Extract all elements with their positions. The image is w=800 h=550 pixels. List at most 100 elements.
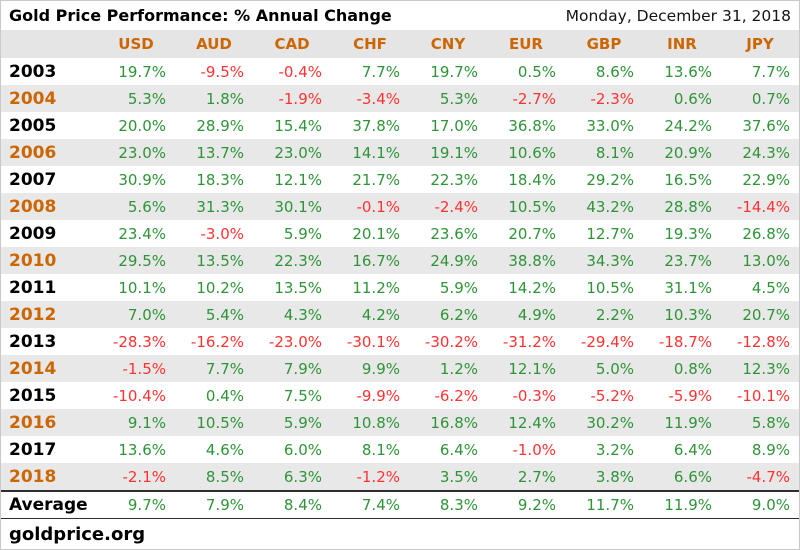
table-row-2015: 2015 -10.4% 0.4% 7.5% -9.9% -6.2% -0.3% -5.2% -5… (1, 382, 799, 409)
value-cell-jpy: -4.7% (746, 467, 790, 486)
value-cell-jpy: -12.8% (736, 332, 790, 351)
value-cell-cny: 3.5% (439, 467, 478, 486)
column-header-eur: EUR (487, 30, 565, 58)
table-row-2018: 2018 -2.1% 8.5% 6.3% -1.2% 3.5% 2.7% 3.8% 6.6% -4… (1, 463, 799, 491)
value-cell-eur: 2.7% (517, 467, 556, 486)
value-cell-gbp: -5.2% (590, 386, 634, 405)
value-cell-cny: 16.8% (430, 413, 478, 432)
value-cell-inr: -18.7% (658, 332, 712, 351)
value-cell-cad: 12.1% (274, 170, 322, 189)
value-cell-inr: 31.1% (664, 278, 712, 297)
value-cell-usd: -1.5% (122, 359, 166, 378)
value-cell-gbp: -2.3% (590, 89, 634, 108)
value-cell-jpy: 5.8% (751, 413, 790, 432)
value-cell-cny: 19.7% (430, 62, 478, 81)
year-cell: 2010 (9, 250, 57, 271)
value-cell-gbp: 8.6% (595, 62, 634, 81)
value-cell-chf: 20.1% (352, 224, 400, 243)
table-row-2004: 2004 5.3% 1.8% -1.9% -3.4% 5.3% -2.7% -2.3% 0.6%… (1, 85, 799, 112)
value-cell-usd: 30.9% (118, 170, 166, 189)
column-header-inr: INR (643, 30, 721, 58)
date-label: Monday, December 31, 2018 (565, 6, 791, 25)
value-cell-aud: 4.6% (205, 440, 244, 459)
value-cell-chf: -0.1% (356, 197, 400, 216)
value-cell-cad: 15.4% (274, 116, 322, 135)
value-cell-cny: 23.6% (430, 224, 478, 243)
value-cell-eur: 38.8% (508, 251, 556, 270)
value-cell-cny: -2.4% (434, 197, 478, 216)
value-cell-gbp: 33.0% (586, 116, 634, 135)
value-cell-cny: 17.0% (430, 116, 478, 135)
value-cell-usd: 20.0% (118, 116, 166, 135)
value-cell-eur: 12.4% (508, 413, 556, 432)
table-row-2008: 2008 5.6% 31.3% 30.1% -0.1% -2.4% 10.5% 43.2% 28… (1, 193, 799, 220)
table-row-2007: 2007 30.9% 18.3% 12.1% 21.7% 22.3% 18.4% 29.2% 1… (1, 166, 799, 193)
title-bar: Gold Price Performance: % Annual Change … (1, 1, 799, 30)
value-cell-cad: 6.0% (283, 440, 322, 459)
value-cell-cad: -0.4% (278, 62, 322, 81)
year-cell: 2008 (9, 196, 57, 217)
value-cell-gbp: 34.3% (586, 251, 634, 270)
table-row-2012: 2012 7.0% 5.4% 4.3% 4.2% 6.2% 4.9% 2.2% 10.3% 20.… (1, 301, 799, 328)
value-cell-usd: 13.6% (118, 440, 166, 459)
value-cell-chf: -9.9% (356, 386, 400, 405)
value-cell-jpy: 12.3% (742, 359, 790, 378)
value-cell-cad: 5.9% (283, 224, 322, 243)
value-cell-usd: -10.4% (112, 386, 166, 405)
value-cell-cny: 24.9% (430, 251, 478, 270)
value-cell-chf: 16.7% (352, 251, 400, 270)
value-cell-gbp: 2.2% (595, 305, 634, 324)
value-cell-aud: 18.3% (196, 170, 244, 189)
value-cell-aud: -3.0% (200, 224, 244, 243)
value-cell-eur: 12.1% (508, 359, 556, 378)
value-cell-chf: 14.1% (352, 143, 400, 162)
year-cell: 2016 (9, 412, 57, 433)
value-cell-inr: 13.6% (664, 62, 712, 81)
value-cell-cny: 6.2% (439, 305, 478, 324)
value-cell-eur: 10.5% (508, 197, 556, 216)
value-cell-inr: 23.7% (664, 251, 712, 270)
value-cell-chf: 4.2% (361, 305, 400, 324)
value-cell-inr: 0.8% (673, 359, 712, 378)
annual-change-table: USD AUD CAD CHF CNY EUR GBP INR JPY 2003 19.7% -9.… (1, 30, 799, 519)
value-cell-jpy: 26.8% (742, 224, 790, 243)
value-cell-cny: 1.2% (439, 359, 478, 378)
value-cell-inr: 16.5% (664, 170, 712, 189)
value-cell-chf: 11.2% (352, 278, 400, 297)
value-cell-cad: -1.9% (278, 89, 322, 108)
value-cell-cny: -30.2% (424, 332, 478, 351)
value-cell-cad: 6.3% (283, 467, 322, 486)
value-cell-eur: -2.7% (512, 89, 556, 108)
year-column-header (1, 30, 97, 58)
value-cell-jpy: 20.7% (742, 305, 790, 324)
value-cell-eur: -0.3% (512, 386, 556, 405)
value-cell-gbp: -29.4% (580, 332, 634, 351)
value-cell-jpy: 9.0% (721, 490, 799, 519)
value-cell-eur: 10.6% (508, 143, 556, 162)
value-cell-inr: 24.2% (664, 116, 712, 135)
value-cell-jpy: -10.1% (736, 386, 790, 405)
page-title: Gold Price Performance: % Annual Change (9, 6, 392, 25)
average-label: Average (1, 490, 97, 519)
value-cell-gbp: 12.7% (586, 224, 634, 243)
value-cell-inr: -5.9% (668, 386, 712, 405)
value-cell-aud: 7.7% (205, 359, 244, 378)
year-cell: 2011 (9, 277, 57, 298)
value-cell-aud: 28.9% (196, 116, 244, 135)
column-header-cny: CNY (409, 30, 487, 58)
value-cell-jpy: 8.9% (751, 440, 790, 459)
value-cell-usd: 9.1% (127, 413, 166, 432)
value-cell-aud: 0.4% (205, 386, 244, 405)
value-cell-usd: 7.0% (127, 305, 166, 324)
value-cell-aud: 13.7% (196, 143, 244, 162)
value-cell-inr: 6.6% (673, 467, 712, 486)
value-cell-chf: 7.4% (331, 490, 409, 519)
value-cell-cny: -6.2% (434, 386, 478, 405)
value-cell-eur: 36.8% (508, 116, 556, 135)
year-cell: 2015 (9, 385, 57, 406)
value-cell-jpy: -14.4% (736, 197, 790, 216)
value-cell-gbp: 43.2% (586, 197, 634, 216)
column-header-aud: AUD (175, 30, 253, 58)
value-cell-inr: 6.4% (673, 440, 712, 459)
value-cell-chf: -3.4% (356, 89, 400, 108)
